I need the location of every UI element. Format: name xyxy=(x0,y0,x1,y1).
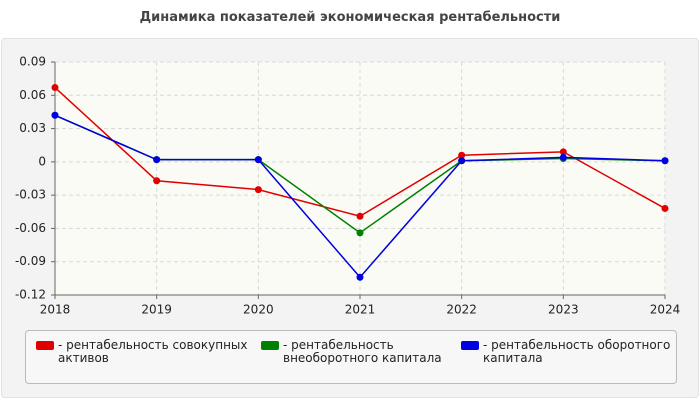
legend-label: - рентабельность оборотного капитала xyxy=(483,338,671,365)
x-tick-label: 2022 xyxy=(446,303,477,317)
x-tick-label: 2018 xyxy=(40,303,71,317)
legend-swatch xyxy=(261,341,279,350)
data-point xyxy=(356,273,364,281)
y-tick-label: -0.12 xyxy=(15,288,46,302)
y-tick-label: -0.06 xyxy=(15,221,46,235)
x-tick-label: 2024 xyxy=(650,303,681,317)
data-point xyxy=(661,204,669,212)
y-tick-label: 0.06 xyxy=(19,88,46,102)
data-point xyxy=(356,212,364,220)
data-point xyxy=(458,151,466,159)
x-tick-label: 2023 xyxy=(548,303,579,317)
data-point xyxy=(356,229,364,237)
chart-title: Динамика показателей экономическая рента… xyxy=(139,10,561,25)
data-point xyxy=(254,186,262,194)
x-tick-label: 2020 xyxy=(243,303,274,317)
data-point xyxy=(559,148,567,156)
x-tick-label: 2021 xyxy=(345,303,376,317)
data-point xyxy=(661,157,669,165)
data-point xyxy=(153,156,161,164)
legend-label: - рентабельность внеоборотного капитала xyxy=(283,338,442,365)
legend-swatch xyxy=(461,341,479,350)
data-point xyxy=(51,84,59,92)
y-tick-label: 0 xyxy=(38,154,46,168)
data-point xyxy=(559,153,567,161)
legend: - рентабельность совокупных активов - рен… xyxy=(25,330,677,384)
x-tick-label: 2019 xyxy=(141,303,172,317)
y-tick-label: 0.03 xyxy=(19,121,46,135)
y-tick-label: -0.03 xyxy=(15,188,46,202)
legend-label: - рентабельность совокупных активов xyxy=(58,338,248,365)
data-point xyxy=(254,156,262,164)
y-tick-label: 0.09 xyxy=(19,55,46,69)
data-point xyxy=(153,177,161,185)
data-point xyxy=(51,111,59,119)
y-tick-label: -0.09 xyxy=(15,254,46,268)
legend-swatch xyxy=(36,341,54,350)
data-point xyxy=(458,157,466,165)
